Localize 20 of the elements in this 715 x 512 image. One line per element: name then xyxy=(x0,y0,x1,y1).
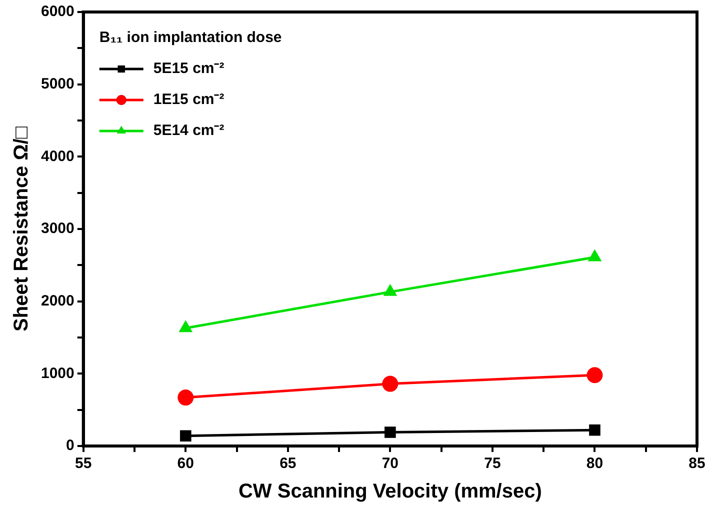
x-tick-label: 75 xyxy=(484,455,501,472)
legend-label: 5E15 cm⁻² xyxy=(153,60,224,78)
x-tick-label: 65 xyxy=(280,455,296,472)
x-tick-label: 70 xyxy=(382,455,399,472)
x-axis-title: CW Scanning Velocity (mm/sec) xyxy=(238,480,542,503)
y-axis-title: Sheet Resistance Ω/□ xyxy=(10,126,33,332)
y-tick-label: 1000 xyxy=(40,364,74,382)
x-tick-label: 80 xyxy=(586,455,604,472)
legend-title: B₁₁ ion implantation dose xyxy=(99,29,282,46)
y-tick-label: 4000 xyxy=(40,148,74,165)
y-tick-label: 3000 xyxy=(40,220,74,238)
x-tick-label: 55 xyxy=(75,455,92,472)
y-tick-label: 2000 xyxy=(40,292,74,310)
legend-label: 5E14 cm⁻² xyxy=(153,122,224,140)
y-tick-label: 5000 xyxy=(40,75,74,92)
x-tick-label: 60 xyxy=(177,455,194,472)
x-tick-label: 85 xyxy=(688,455,706,472)
y-tick-label: 0 xyxy=(66,437,74,454)
y-tick-label: 6000 xyxy=(40,3,74,20)
legend-label: 1E15 cm⁻² xyxy=(153,91,224,108)
